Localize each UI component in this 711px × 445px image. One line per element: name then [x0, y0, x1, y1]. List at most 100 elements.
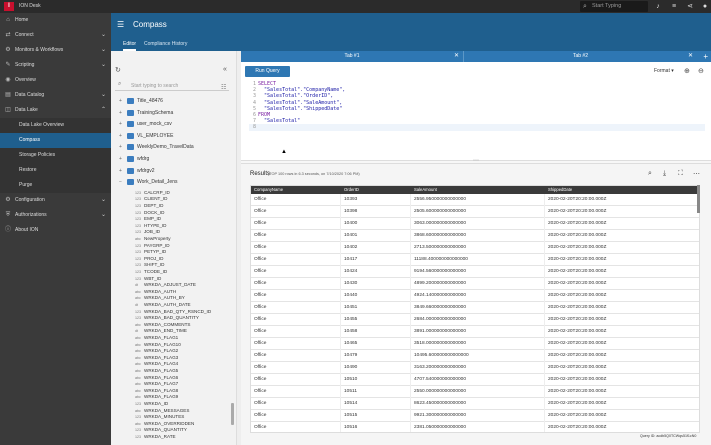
query-tab-2[interactable]: Tab #2 ✕: [463, 51, 697, 62]
app-logo[interactable]: I: [4, 2, 14, 11]
table-row[interactable]: Office 10451 3849.660000000000000 2020-02-2…: [251, 302, 699, 314]
chevron-icon[interactable]: ⌃: [100, 107, 106, 113]
code-line[interactable]: 5 "SalesTotal"."ShippedDate": [249, 106, 705, 112]
sidebar-subitem[interactable]: Purge: [0, 178, 111, 193]
chevron-icon[interactable]: ⌄: [100, 47, 106, 53]
table-row[interactable]: Office 10510 4707.540000000000000 2020-02-2…: [251, 374, 699, 386]
code-line[interactable]: 6 FROM: [249, 112, 705, 118]
code-line[interactable]: 2 "SalesTotal"."CompanyName",: [249, 87, 705, 93]
code-text: "SalesTotal"."CompanyName",: [258, 87, 346, 94]
share-icon[interactable]: ⋖: [687, 3, 693, 10]
catalog-search-input[interactable]: ⌕ Start typing to search: [115, 81, 229, 91]
hamburger-icon[interactable]: ☰: [117, 20, 125, 29]
table-row[interactable]: Office 10400 3063.000000000000000 2020-02-2…: [251, 218, 699, 230]
chevron-icon[interactable]: ⌄: [100, 62, 106, 68]
table-row[interactable]: Office 10430 4899.200000000000000 2020-02-2…: [251, 278, 699, 290]
collapse-icon[interactable]: −: [119, 179, 122, 186]
column-header[interactable]: OrderID: [341, 186, 411, 194]
close-icon[interactable]: ✕: [453, 53, 459, 59]
sidebar-item-about-ion[interactable]: ⓘ About ION: [0, 223, 111, 238]
table-row[interactable]: Office 10479 10495.600000000000000 2020-02-…: [251, 350, 699, 362]
results-scrollbar[interactable]: [697, 185, 700, 213]
expand-icon[interactable]: ⛶: [678, 170, 683, 177]
sidebar-item-data-lake[interactable]: ◫ Data Lake ⌃: [0, 103, 111, 118]
table-row[interactable]: Office 10458 3891.000000000000000 2020-02-2…: [251, 326, 699, 338]
expand-icon[interactable]: +: [119, 167, 122, 174]
panel-splitter[interactable]: [236, 51, 241, 445]
table-row[interactable]: Office 10401 3868.600000000000000 2020-02-2…: [251, 230, 699, 242]
tab-editor[interactable]: Editor: [123, 39, 137, 51]
sidebar-item-data-catalog[interactable]: ▤ Data Catalog ⌄: [0, 88, 111, 103]
sidebar-subitem[interactable]: Storage Policies: [0, 148, 111, 163]
close-icon[interactable]: ✕: [687, 53, 693, 59]
refresh-icon[interactable]: ↻: [115, 67, 121, 74]
chevron-icon[interactable]: ⌄: [100, 197, 106, 203]
table-row[interactable]: Office 10515 9921.300000000000000 2020-02-2…: [251, 410, 699, 422]
query-tab-1[interactable]: Tab #1 ✕: [241, 51, 463, 62]
sidebar-item-configuration[interactable]: ⚙ Configuration ⌄: [0, 193, 111, 208]
run-query-button[interactable]: Run Query: [245, 66, 290, 77]
table-icon: [127, 121, 134, 128]
sidebar-subitem[interactable]: Data Lake Overview: [0, 118, 111, 133]
tab-compliance-history[interactable]: Compliance History: [144, 41, 188, 47]
code-line[interactable]: 7 "SalesTotal": [249, 118, 705, 124]
table-cell: 10516: [341, 422, 411, 432]
table-row[interactable]: Office 10514 8623.450000000000000 2020-02-2…: [251, 398, 699, 410]
editor-results-splitter[interactable]: ⋯: [241, 158, 711, 164]
zoom-out-icon[interactable]: ⊖: [698, 68, 704, 75]
sidebar-item-overview[interactable]: ◉ Overview: [0, 73, 111, 88]
column-header[interactable]: ShippedDate: [545, 186, 699, 194]
user-icon[interactable]: ●: [702, 3, 708, 10]
expand-icon[interactable]: +: [119, 156, 122, 162]
collapse-panel-icon[interactable]: «: [223, 66, 227, 73]
expand-icon[interactable]: +: [119, 132, 122, 139]
table-row[interactable]: Office 10393 2556.950000000000000 2020-02-2…: [251, 194, 699, 206]
sql-editor[interactable]: 1 SELECT 2 "SalesTotal"."CompanyName", 3 "S…: [249, 81, 705, 137]
more-icon[interactable]: ⋯: [693, 171, 700, 178]
table-row[interactable]: Office 10402 2713.500000000000000 2020-02-2…: [251, 242, 699, 254]
column-header[interactable]: CompanyName: [251, 186, 341, 194]
sidebar-subitem[interactable]: Compass: [0, 133, 111, 148]
code-line[interactable]: 1 SELECT: [249, 81, 705, 87]
sidebar-item-home[interactable]: ⌂ Home: [0, 13, 111, 28]
table-row[interactable]: Office 10417 11188.400000000000000 2020-02-…: [251, 254, 699, 266]
table-cell: 10465: [341, 338, 411, 350]
table-row[interactable]: Office 10440 4924.140000000000000 2020-02-2…: [251, 290, 699, 302]
table-row[interactable]: Office 10516 2381.050000000000000 2020-02-2…: [251, 422, 699, 432]
table-row[interactable]: Office 10490 3163.200000000000000 2020-02-2…: [251, 362, 699, 374]
sidebar-item-authorizations[interactable]: ⛨ Authorizations ⌄: [0, 208, 111, 223]
bell-icon[interactable]: ♪: [656, 3, 660, 10]
add-tab-icon[interactable]: +: [703, 52, 708, 61]
expand-icon[interactable]: +: [119, 98, 122, 104]
expand-icon[interactable]: +: [119, 144, 122, 151]
chevron-icon[interactable]: ⌄: [100, 32, 106, 38]
sidebar-subitem[interactable]: Restore: [0, 163, 111, 178]
menu-icon[interactable]: ≡: [671, 3, 677, 10]
expand-icon[interactable]: +: [119, 109, 122, 116]
column-name: WRKDA_FLAG8: [144, 387, 179, 393]
download-icon[interactable]: ⤓: [663, 170, 667, 177]
drag-handle-icon[interactable]: ⋯: [473, 158, 479, 164]
format-dropdown[interactable]: Format ▾: [654, 68, 674, 74]
zoom-in-icon[interactable]: ⊕: [684, 68, 690, 75]
filter-icon[interactable]: ☷: [221, 85, 227, 91]
table-row[interactable]: Office 10398 2505.600000000000000 2020-02-2…: [251, 206, 699, 218]
expand-icon[interactable]: +: [119, 121, 122, 128]
chevron-icon[interactable]: ⌄: [100, 92, 106, 98]
table-row[interactable]: Office 10465 3518.000000000000000 2020-02-2…: [251, 338, 699, 350]
tree-scrollbar[interactable]: [231, 403, 234, 425]
sidebar-item-connect[interactable]: ⇄ Connect ⌄: [0, 28, 111, 43]
column-name: WRKDA_AUTH: [144, 288, 177, 294]
code-line[interactable]: 8: [249, 124, 705, 131]
global-search[interactable]: ⌕ Start Typing: [580, 1, 648, 12]
code-line[interactable]: 3 "SalesTotal"."OrderID",: [249, 93, 705, 99]
sidebar-item-monitors-workflows[interactable]: ⚙ Monitors & Workflows ⌄: [0, 43, 111, 58]
table-row[interactable]: Office 10511 2550.000000000000000 2020-02-2…: [251, 386, 699, 398]
table-row[interactable]: Office 10424 9194.560000000000000 2020-02-2…: [251, 266, 699, 278]
search-icon[interactable]: ⌕: [648, 170, 652, 177]
table-row[interactable]: Office 10455 2684.000000000000000 2020-02-2…: [251, 314, 699, 326]
sidebar-item-scripting[interactable]: ✎ Scripting ⌄: [0, 58, 111, 73]
chevron-icon[interactable]: ⌄: [100, 212, 106, 218]
code-line[interactable]: 4 "SalesTotal"."SaleAmount",: [249, 100, 705, 106]
column-header[interactable]: SaleAmount: [411, 186, 545, 194]
